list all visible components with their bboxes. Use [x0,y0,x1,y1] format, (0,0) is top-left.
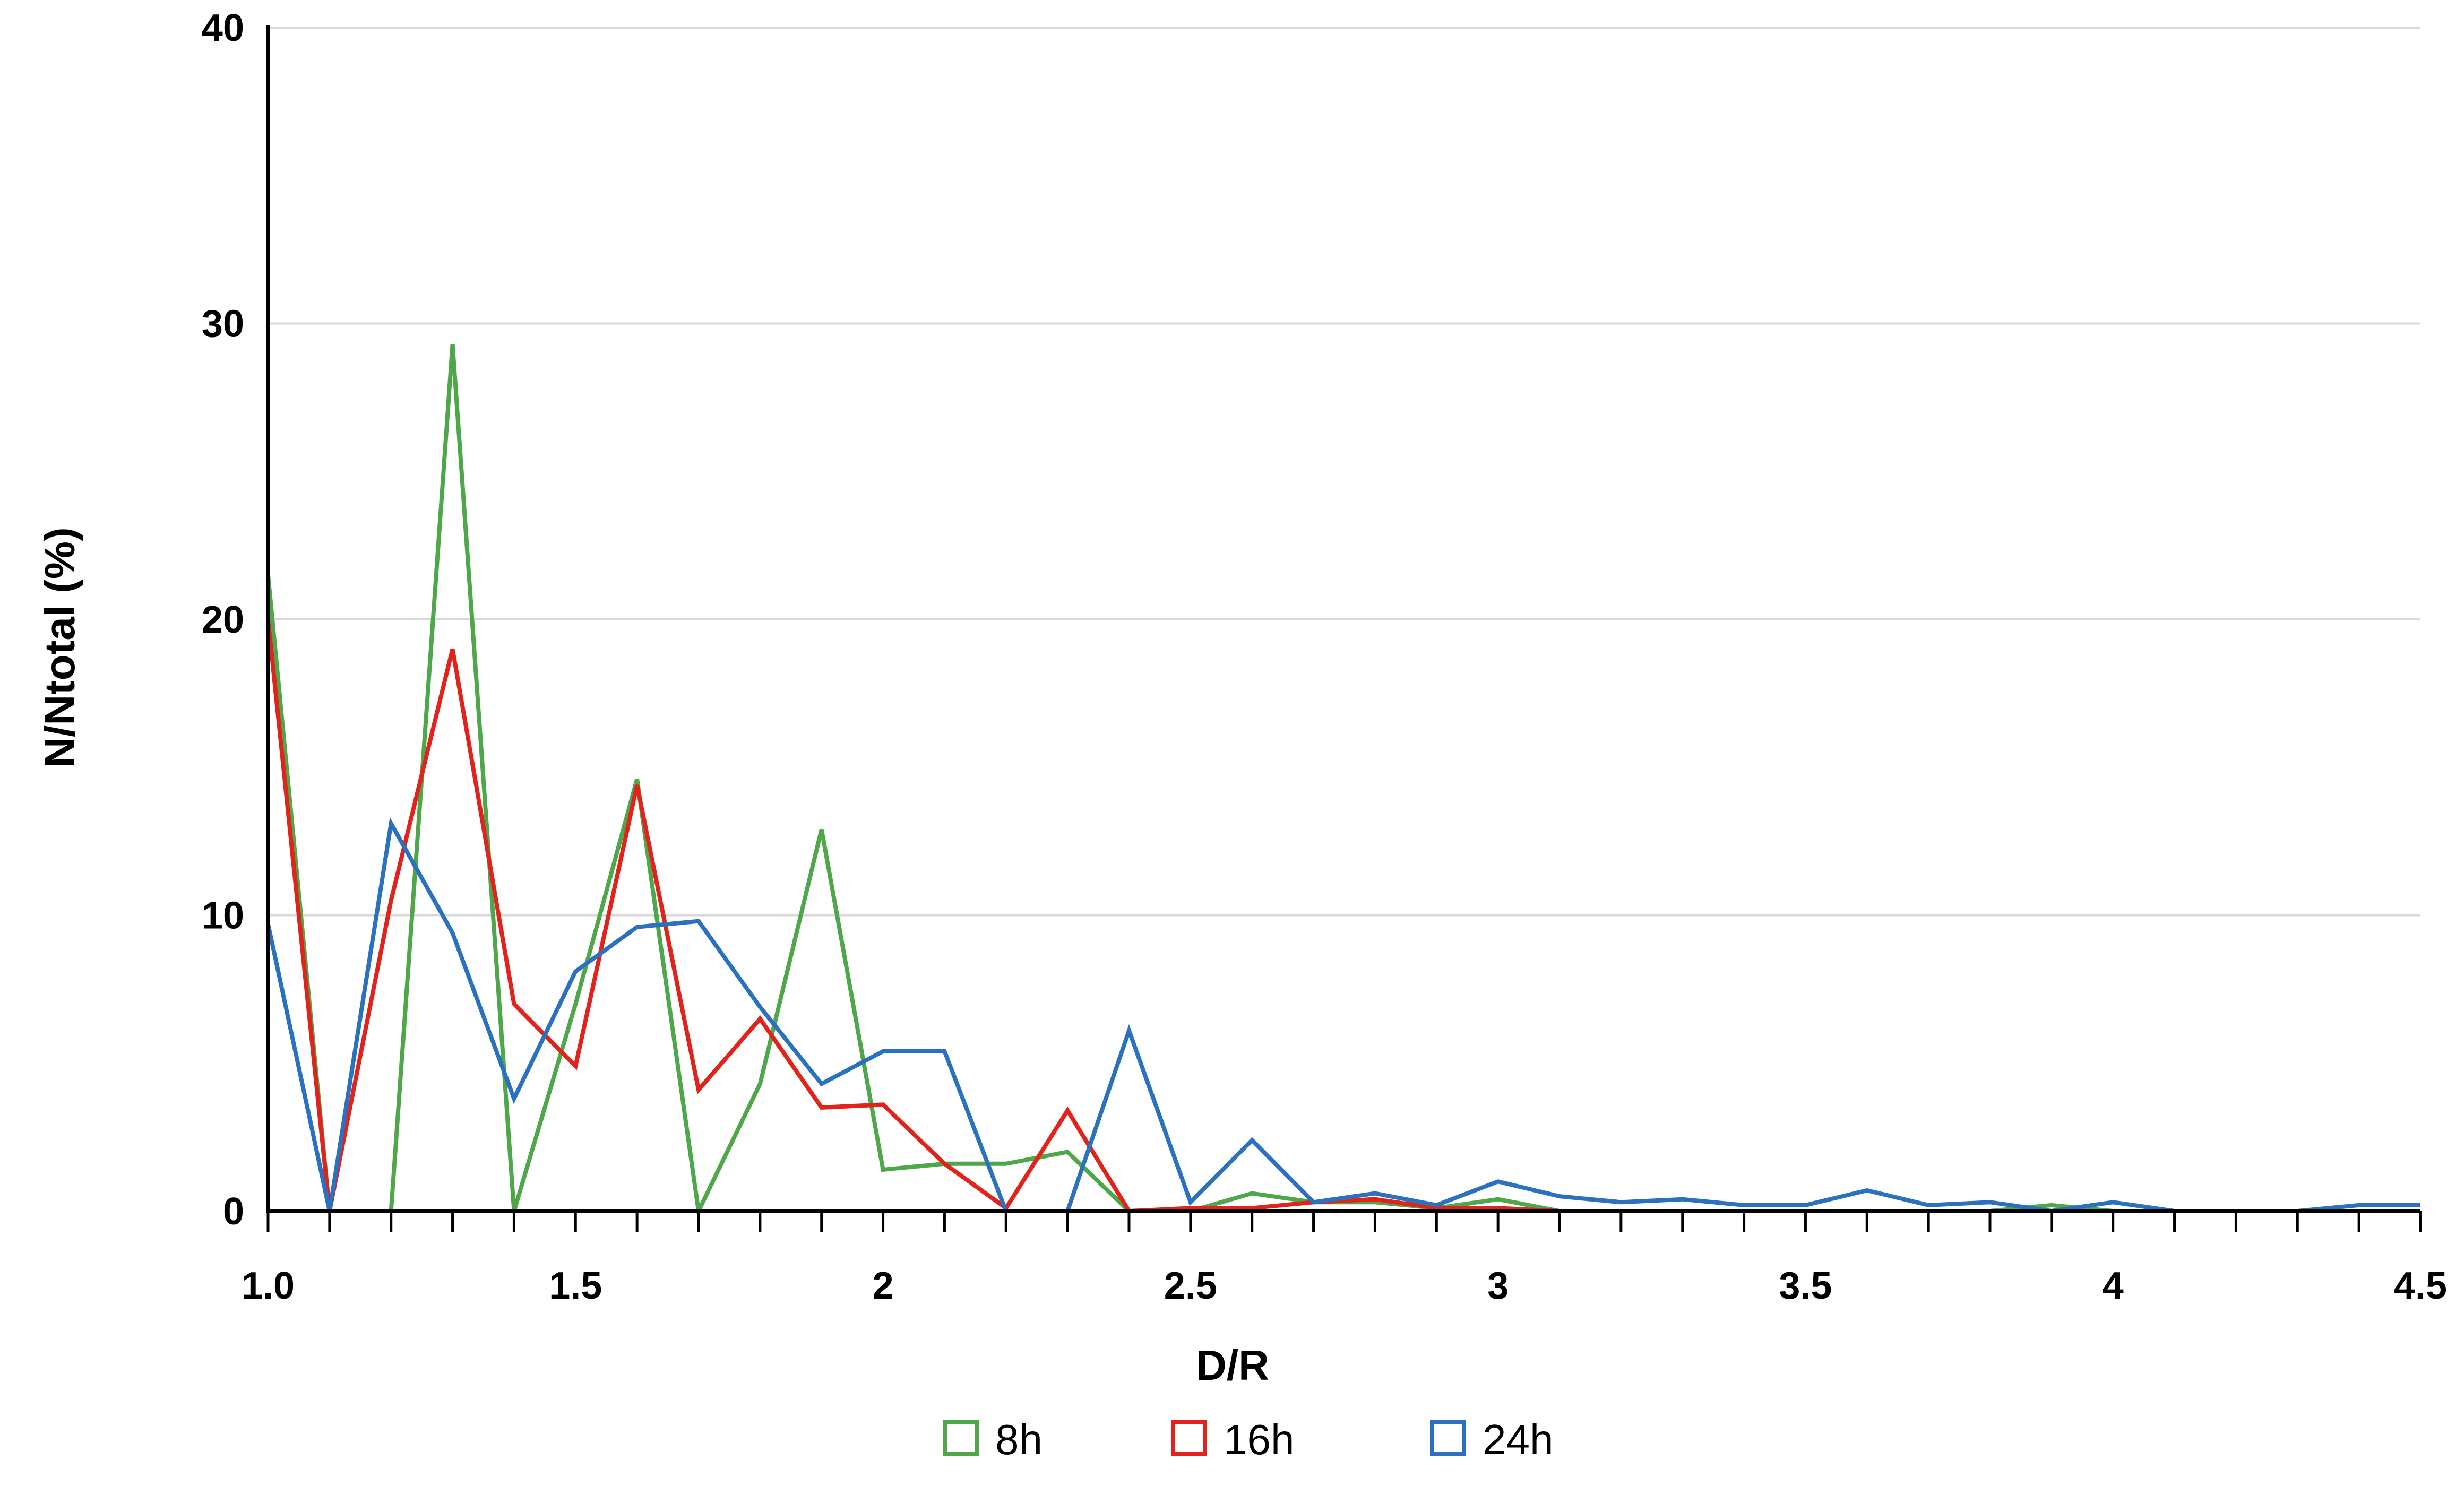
axes [266,25,2422,1232]
y-axis-title: N/Ntotal (%) [36,527,83,767]
series-line-8h [266,344,2420,1219]
x-tick-label: 2 [873,1265,894,1307]
legend-swatch-16h [1171,1420,1207,1456]
y-tick-label: 40 [202,7,244,49]
tick-labels: 0 10 20 30 40 1.0 1.5 2 2.5 3 3.5 4 4.5 [202,7,2447,1307]
x-tick-label: 3 [1487,1265,1509,1307]
y-tick-label: 30 [202,303,244,345]
x-tick-label: 1.0 [242,1265,295,1307]
legend-swatch-8h [943,1420,979,1456]
legend: 8h 16h 24h [943,1416,1553,1463]
x-tick-label: 4.5 [2394,1265,2447,1307]
y-tick-label: 10 [202,895,244,937]
y-tick-label: 0 [223,1190,244,1233]
series-line-24h [266,817,2420,1214]
x-axis-title: D/R [1196,1342,1269,1389]
x-tick-label: 1.5 [549,1265,602,1307]
y-tick-label: 20 [202,599,244,641]
series-lines [266,344,2420,1219]
gridlines [268,27,2420,917]
legend-swatch-24h [1430,1420,1466,1456]
x-tick-label: 4 [2103,1265,2124,1307]
legend-label-8h: 8h [995,1416,1043,1463]
x-tick-label: 3.5 [1779,1265,1832,1307]
legend-label-24h: 24h [1483,1416,1553,1463]
legend-label-16h: 16h [1224,1416,1294,1463]
x-tick-label: 2.5 [1164,1265,1217,1307]
